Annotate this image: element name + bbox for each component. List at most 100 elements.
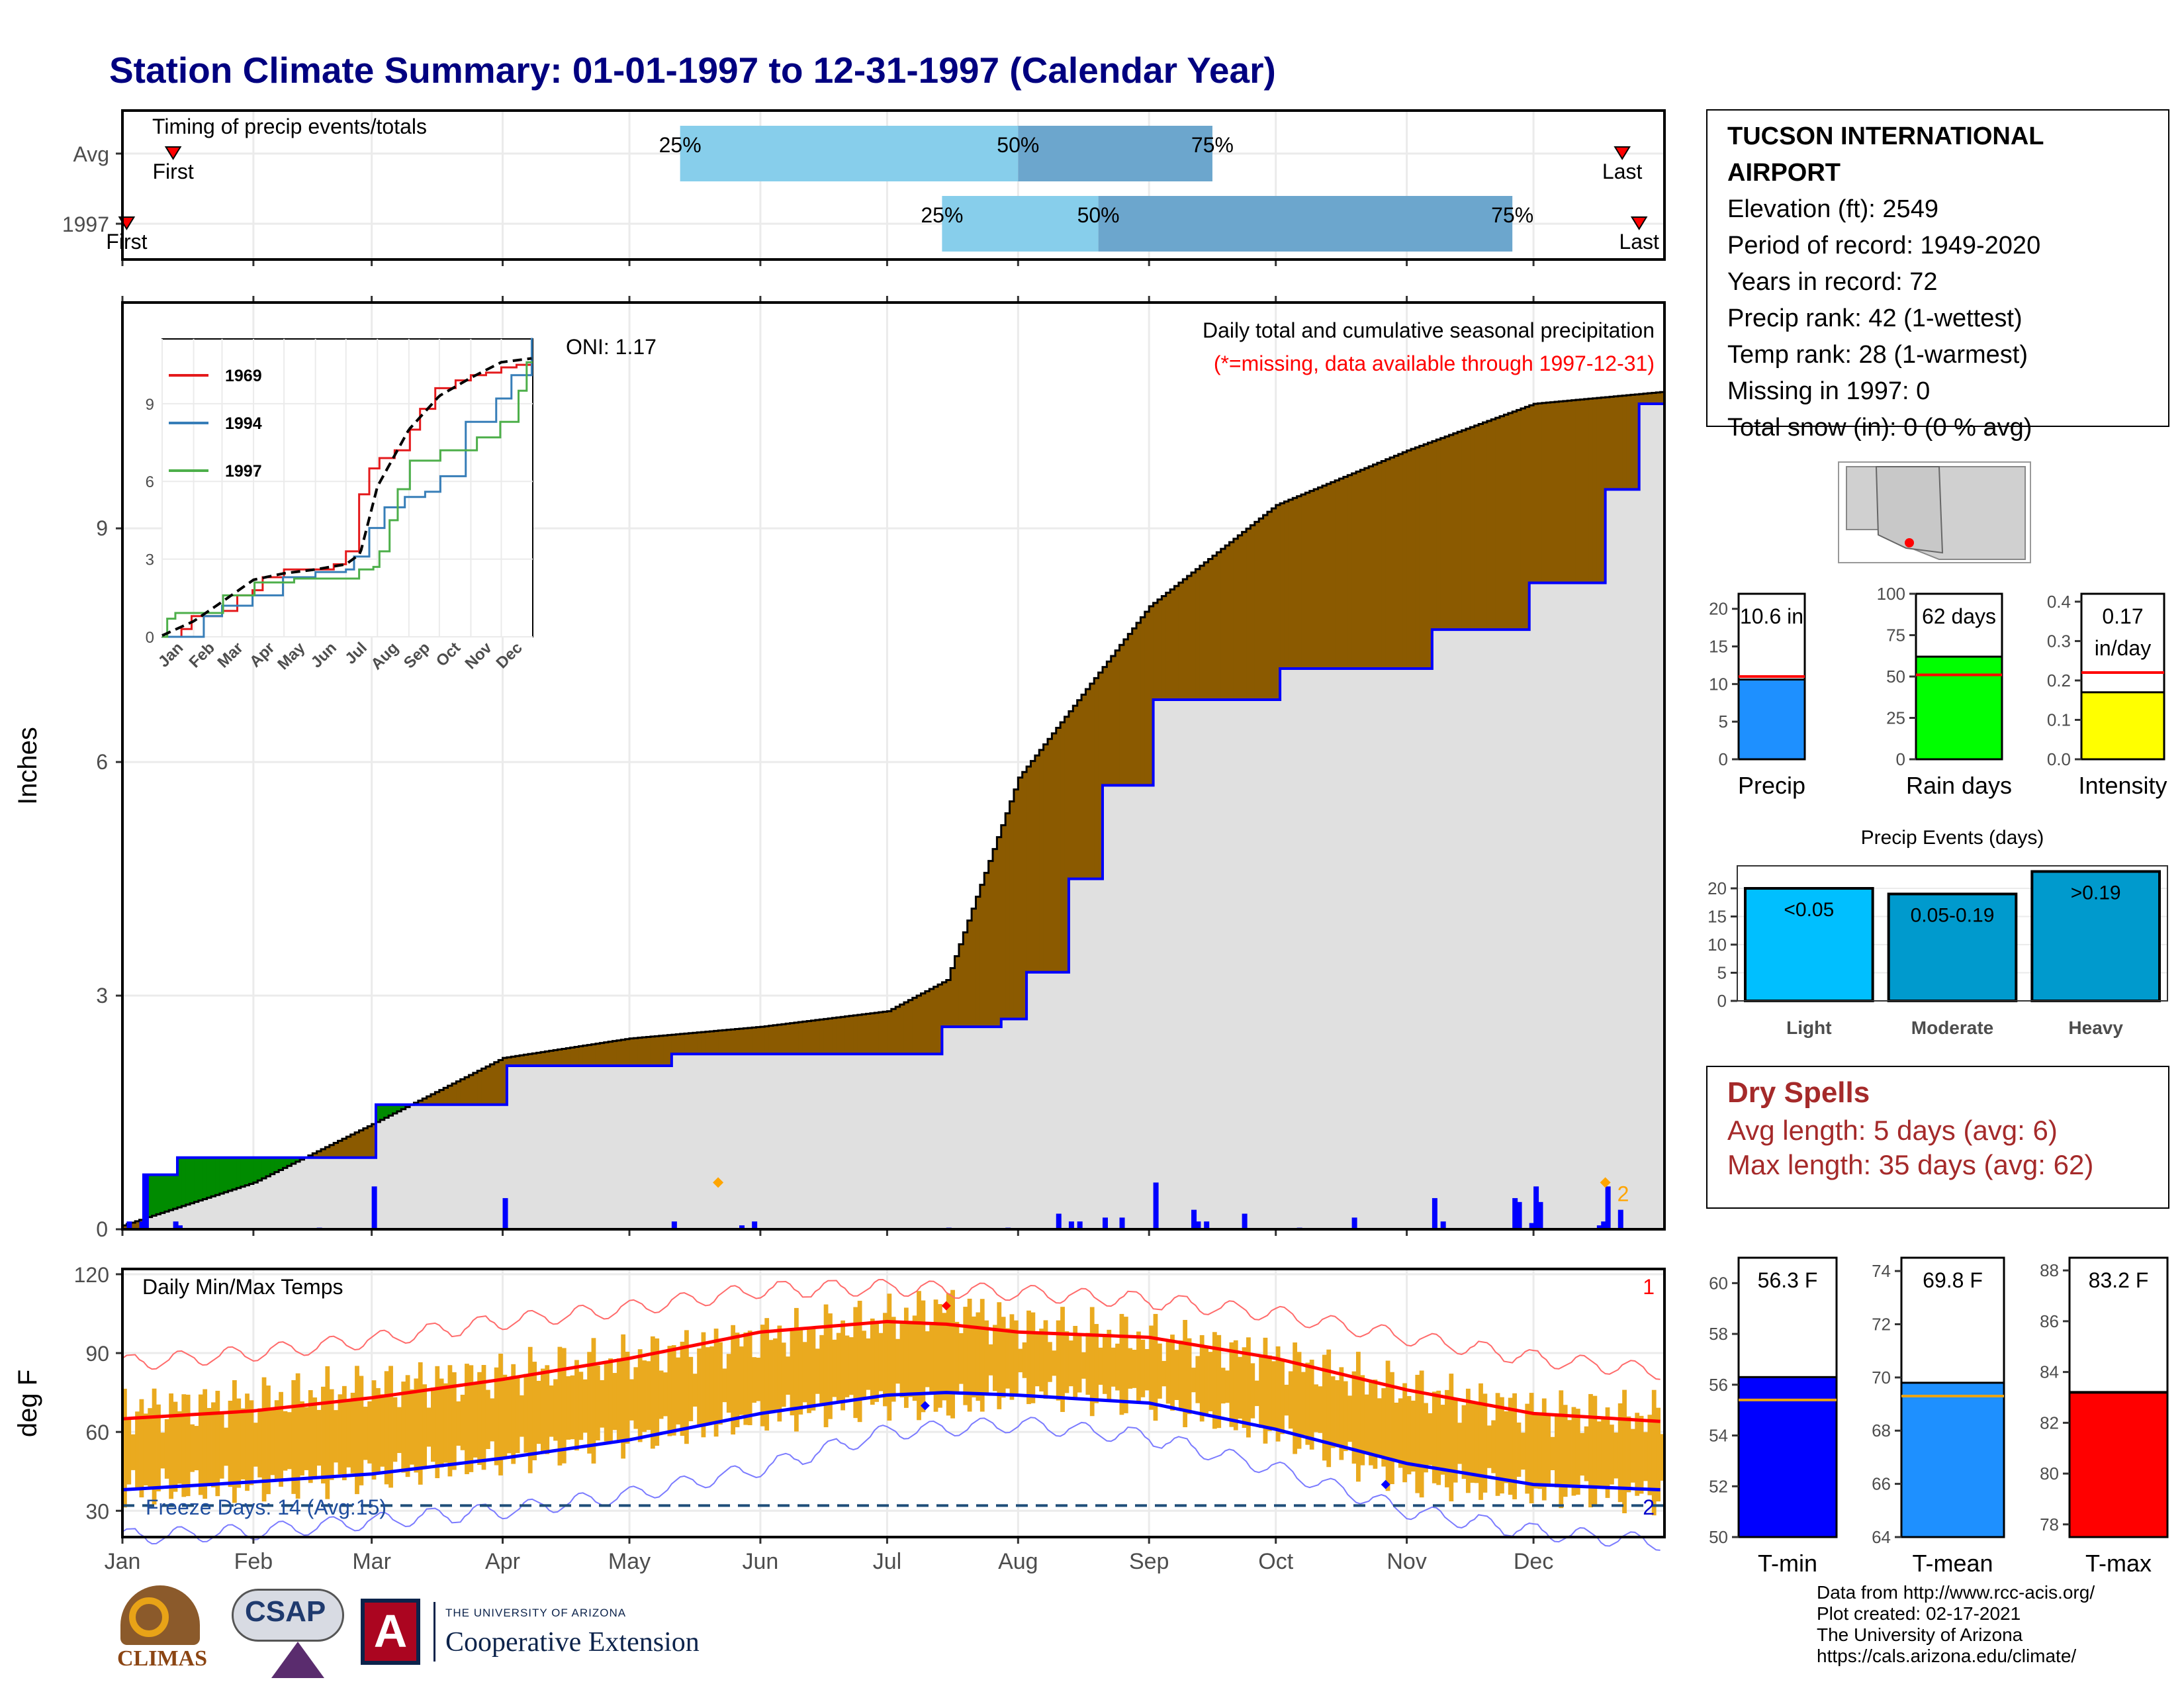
cum-deficit-fill [1432,441,1437,630]
location-map [1838,461,2031,563]
events-ytick-label: 15 [1707,907,1727,927]
cum-deficit-fill [506,1057,512,1066]
cum-deficit-fill [1318,487,1323,669]
temp-xtick-label: Nov [1387,1549,1426,1574]
daily-temp-bar [705,1347,710,1425]
daily-temp-bar [1596,1421,1602,1486]
cum-deficit-fill [811,1020,816,1055]
cum-deficit-fill [329,1145,334,1158]
events-ytick-label: 10 [1707,935,1727,955]
daily-precip-bar [1077,1221,1083,1229]
cum-deficit-fill [553,1050,559,1066]
temp-title: Daily Min/Max Temps [142,1275,343,1299]
cum-deficit-fill [355,1132,360,1158]
daily-temp-bar [1149,1325,1154,1410]
cum-deficit-fill [502,1058,508,1105]
daily-temp-bar [1330,1376,1336,1448]
daily-temp-bar [549,1385,554,1437]
daily-temp-bar [1643,1432,1648,1481]
cum-deficit-fill [1309,491,1314,669]
daily-precip-bar [1529,1223,1535,1229]
cum-deficit-fill [979,884,985,1027]
raindays_small-xlabel: Rain days [1906,772,2012,799]
cum-deficit-fill [1571,400,1576,583]
cum-deficit-fill [1119,645,1124,786]
daily-precip-bar [1242,1213,1248,1229]
cum-deficit-fill [312,1153,318,1158]
raindays_small-ytick-label: 25 [1886,708,1905,728]
dry-spells-title: Dry Spells [1727,1076,1870,1109]
daily-temp-bar [701,1332,706,1438]
daily-temp-bar [485,1389,490,1449]
daily-precip-bar [143,1174,149,1229]
cum-deficit-fill [1322,485,1327,669]
cum-deficit-fill [1052,733,1057,972]
credits: Data from http://www.rcc-acis.org/ Plot … [1817,1582,2095,1667]
cum-deficit-fill [1009,801,1015,1019]
daily-temp-bar [878,1333,884,1391]
daily-temp-bar [735,1333,740,1428]
tmean_small-value-label: 69.8 F [1923,1268,1983,1292]
timing-frame [121,109,1666,261]
cum-deficit-fill [515,1056,520,1066]
record-min-line [122,1417,1661,1551]
daily-temp-bar [1482,1393,1488,1493]
csap-mountain-icon [271,1642,324,1678]
daily-temp-bar [1343,1381,1348,1452]
daily-precip-bar [1440,1221,1446,1229]
temp-count-bottom: 2 [1643,1495,1655,1519]
daily-temp-bar [815,1348,820,1394]
cum-deficit-fill [1555,402,1560,583]
daily-temp-bar [718,1342,723,1425]
daily-temp-bar [1165,1341,1171,1404]
tmean_small-ytick-label: 72 [1872,1314,1891,1334]
cum-surplus-fill [266,1157,271,1176]
cum-deficit-fill [1369,466,1374,669]
daily-temp-bar [194,1426,199,1471]
daily-temp-bar [1584,1426,1589,1481]
daily-temp-bar [1504,1411,1509,1483]
cum-deficit-fill [1617,396,1623,490]
intensity_small-ytick-label: 0.1 [2047,710,2071,729]
daily-temp-bar [396,1407,402,1454]
daily-temp-bar [502,1374,508,1458]
daily-temp-bar [1575,1409,1580,1495]
daily-temp-bar [481,1364,486,1470]
daily-precip-bar [1605,1186,1611,1229]
inset-legend-label: 1969 [225,367,262,385]
daily-temp-bar [431,1387,435,1462]
daily-temp-bar [253,1423,258,1467]
temp-ytick-label: 60 [85,1421,109,1444]
cum-deficit-fill [1529,405,1534,583]
cum-deficit-fill [527,1054,533,1066]
daily-temp-bar [760,1325,765,1427]
cum-deficit-fill [1428,442,1433,669]
cum-deficit-fill [1516,410,1522,630]
daily-temp-bar [384,1371,389,1485]
cum-deficit-fill [1225,545,1230,700]
cum-deficit-fill [1005,813,1011,1019]
daily-temp-bar [857,1301,862,1423]
daily-temp-bar [1128,1348,1133,1389]
raindays_small-ytick-label: 0 [1896,749,1905,769]
daily-temp-bar [1187,1338,1192,1415]
daily-temp-bar [650,1336,655,1449]
daily-temp-bar [388,1366,393,1488]
daily-temp-bar [1111,1347,1116,1387]
daily-temp-bar [1390,1372,1394,1485]
cum-deficit-fill [1195,569,1201,700]
timing-bar-50-75 [1098,196,1513,252]
daily-temp-bar [1161,1360,1167,1387]
daily-temp-bar [752,1357,756,1403]
temp-count-top: 1 [1643,1275,1655,1299]
daily-temp-bar [929,1325,934,1392]
cum-surplus-fill [156,1174,161,1215]
daily-temp-bar [1271,1361,1277,1429]
daily-temp-bar [967,1298,972,1412]
daily-temp-bar [215,1391,220,1497]
daily-temp-bar [1318,1386,1323,1433]
cum-surplus-fill [173,1174,178,1209]
cum-deficit-fill [828,1018,833,1055]
timing-triangle-marker [1630,216,1648,230]
